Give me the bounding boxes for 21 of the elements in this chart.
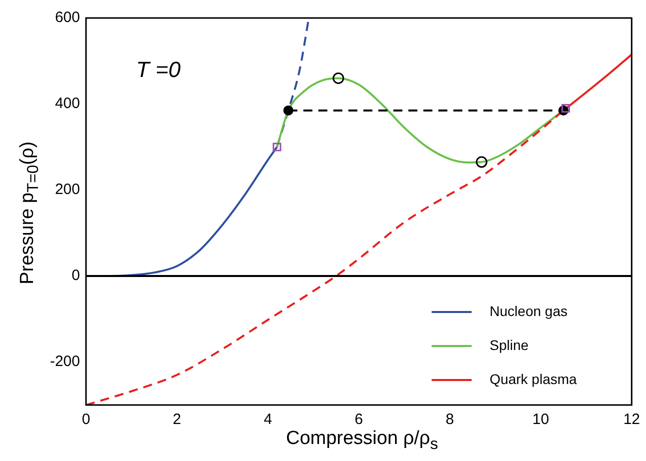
legend-label: Spline xyxy=(490,336,529,353)
point xyxy=(272,142,282,152)
point xyxy=(283,105,294,116)
x-tick-label: 6 xyxy=(354,411,363,428)
x-tick-label: 8 xyxy=(446,411,454,428)
y-tick-label: 0 xyxy=(72,267,80,284)
y-tick-label: 600 xyxy=(54,9,80,26)
legend-label: Quark plasma xyxy=(490,370,578,387)
x-axis-title: Compression ρ/ρ$_{s}$ xyxy=(284,428,440,454)
point xyxy=(476,156,488,168)
point xyxy=(332,72,344,84)
x-tick-label: 2 xyxy=(172,411,182,428)
point xyxy=(561,104,570,113)
y-tick-label: -200 xyxy=(50,353,80,370)
x-tick-label: 10 xyxy=(532,411,550,428)
annotation: T =0 xyxy=(136,57,182,82)
x-tick-label: 4 xyxy=(264,411,272,428)
legend-label: Nucleon gas xyxy=(490,302,568,319)
y-tick-label: 400 xyxy=(54,95,80,112)
y-tick-label: 200 xyxy=(54,181,80,198)
x-tick-label: 12 xyxy=(623,411,640,428)
